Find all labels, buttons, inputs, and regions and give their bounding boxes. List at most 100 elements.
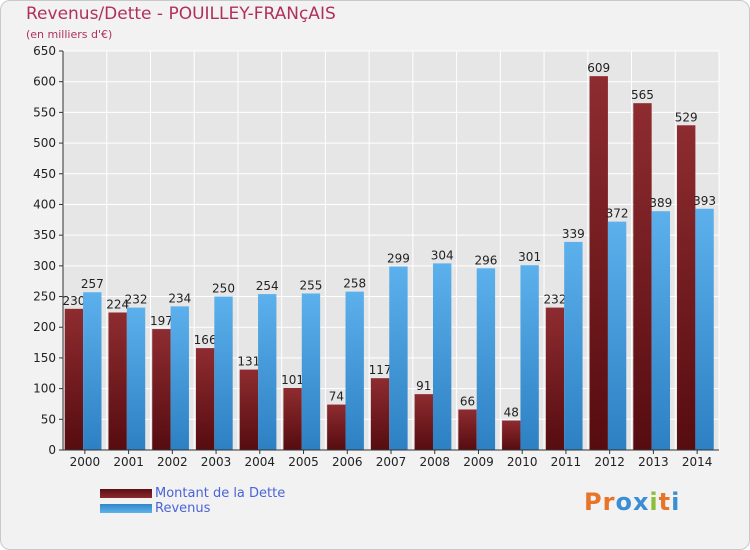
bar-revenue-value-label: 389 <box>649 196 672 210</box>
bar-debt <box>677 125 696 450</box>
bar-revenue <box>170 306 189 450</box>
bar-debt <box>195 348 215 450</box>
bar-revenue-value-label: 372 <box>606 207 629 221</box>
x-tick-label: 2001 <box>113 455 144 469</box>
y-tick-label: 50 <box>41 412 56 426</box>
x-tick-label: 2014 <box>682 455 713 469</box>
logo-letter: x <box>632 488 650 516</box>
bar-revenue-value-label: 234 <box>168 291 191 305</box>
bar-debt <box>502 420 521 450</box>
y-tick-label: 150 <box>33 351 56 365</box>
y-tick-label: 300 <box>33 259 56 273</box>
bar-debt-value-label: 74 <box>329 390 344 404</box>
x-tick-label: 2011 <box>551 455 582 469</box>
bar-revenue <box>476 268 496 450</box>
bar-debt-value-label: 197 <box>150 314 173 328</box>
logo-letter: r <box>602 488 616 516</box>
bar-revenue-value-label: 258 <box>343 277 366 291</box>
y-tick-label: 400 <box>33 197 56 211</box>
y-tick-label: 250 <box>33 290 56 304</box>
bar-revenue-value-label: 393 <box>693 194 716 208</box>
logo-letter: t <box>658 488 672 516</box>
legend-label-revenue: Revenus <box>155 501 211 516</box>
bar-revenue-value-label: 299 <box>387 251 410 265</box>
y-tick-label: 550 <box>33 105 56 119</box>
bar-debt <box>327 404 346 450</box>
bar-debt <box>414 394 433 450</box>
bar-revenue-value-label: 250 <box>212 282 235 296</box>
bar-debt-value-label: 166 <box>194 333 217 347</box>
x-tick-label: 2004 <box>245 455 276 469</box>
logo-letter: i <box>649 488 659 516</box>
bar-debt <box>633 103 652 450</box>
x-tick-label: 2007 <box>376 455 407 469</box>
x-tick-label: 2010 <box>507 455 538 469</box>
bar-debt-value-label: 66 <box>460 394 475 408</box>
bar-revenue-value-label: 232 <box>125 293 148 307</box>
legend-label-debt: Montant de la Dette <box>155 486 286 501</box>
bar-debt-value-label: 529 <box>675 110 698 124</box>
bar-revenue <box>651 211 671 450</box>
bar-revenue-value-label: 296 <box>474 253 497 267</box>
bar-revenue <box>345 291 364 450</box>
x-tick-label: 2002 <box>157 455 188 469</box>
y-tick-label: 650 <box>33 44 56 58</box>
x-tick-label: 2013 <box>638 455 669 469</box>
bar-debt-value-label: 230 <box>62 294 85 308</box>
bar-debt <box>545 307 565 450</box>
bar-revenue-value-label: 301 <box>518 250 541 264</box>
bar-revenue <box>564 241 583 450</box>
bar-revenue <box>214 296 233 450</box>
bar-debt <box>370 378 390 450</box>
bar-debt-value-label: 565 <box>631 88 654 102</box>
bar-debt-value-label: 232 <box>544 293 567 307</box>
x-tick-label: 2012 <box>594 455 625 469</box>
bar-debt-value-label: 224 <box>106 297 129 311</box>
bar-debt-value-label: 117 <box>369 363 392 377</box>
bar-revenue <box>83 292 102 450</box>
y-tick-label: 100 <box>33 382 56 396</box>
x-tick-label: 2000 <box>70 455 101 469</box>
y-tick-label: 0 <box>48 443 56 457</box>
x-tick-label: 2005 <box>288 455 319 469</box>
logo-letter: P <box>584 488 603 516</box>
legend-swatch-debt <box>100 489 152 498</box>
chart-title: Revenus/Dette - POUILLEY-FRANçAIS <box>26 4 336 24</box>
logo-letter: i <box>671 488 681 516</box>
bar-debt <box>239 369 259 450</box>
bar-debt-value-label: 91 <box>416 379 431 393</box>
bar-revenue-value-label: 339 <box>562 227 585 241</box>
bar-debt <box>458 409 477 450</box>
bar-debt-value-label: 101 <box>281 373 304 387</box>
x-tick-label: 2006 <box>332 455 363 469</box>
legend-swatch-revenue <box>100 504 152 513</box>
x-tick-label: 2003 <box>201 455 232 469</box>
bar-debt <box>589 76 608 450</box>
bar-revenue <box>126 307 146 450</box>
y-tick-label: 350 <box>33 228 56 242</box>
bar-revenue <box>432 263 452 450</box>
chart-subtitle: (en milliers d'€) <box>26 28 113 41</box>
y-tick-label: 600 <box>33 75 56 89</box>
bar-debt <box>152 329 171 450</box>
x-tick-label: 2009 <box>463 455 494 469</box>
bar-debt-value-label: 609 <box>587 61 610 75</box>
bar-revenue-value-label: 254 <box>256 279 279 293</box>
bar-revenue <box>258 294 277 450</box>
bar-debt <box>108 312 127 450</box>
bar-revenue-value-label: 304 <box>431 248 454 262</box>
bar-debt <box>64 308 84 450</box>
y-tick-label: 500 <box>33 136 56 150</box>
bar-revenue <box>389 266 408 450</box>
y-tick-label: 450 <box>33 167 56 181</box>
bar-revenue-value-label: 257 <box>81 277 104 291</box>
bar-debt <box>283 388 302 450</box>
bar-debt-value-label: 48 <box>504 406 519 420</box>
bar-revenue-value-label: 255 <box>300 278 323 292</box>
proxiti-logo: Proxiti <box>584 488 680 516</box>
y-tick-label: 200 <box>33 320 56 334</box>
bar-revenue <box>301 293 321 450</box>
x-tick-label: 2008 <box>419 455 450 469</box>
bar-debt-value-label: 131 <box>237 355 260 369</box>
